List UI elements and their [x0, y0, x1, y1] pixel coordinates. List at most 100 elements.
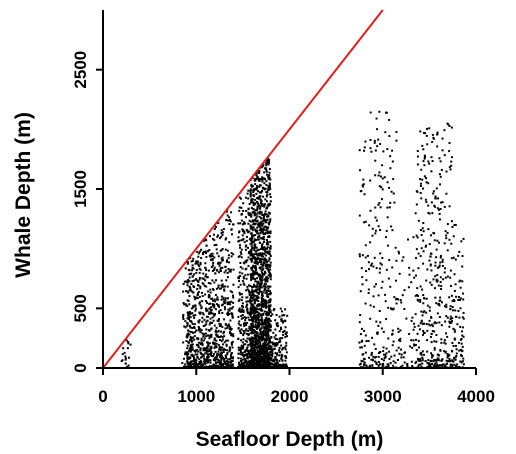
data-point — [227, 308, 230, 311]
data-point — [244, 274, 247, 277]
data-point — [268, 323, 271, 326]
data-point — [207, 269, 210, 272]
data-point — [242, 261, 245, 264]
data-point — [226, 301, 229, 304]
data-point — [439, 299, 442, 302]
data-point — [387, 364, 390, 367]
data-point — [211, 255, 214, 258]
data-point — [386, 244, 389, 247]
data-point — [249, 329, 252, 332]
data-point — [250, 252, 253, 255]
data-point — [195, 278, 198, 281]
data-point — [188, 276, 191, 279]
data-point — [213, 312, 216, 315]
data-point — [251, 246, 254, 249]
data-point — [249, 312, 252, 315]
data-point — [458, 250, 461, 253]
data-point — [186, 354, 189, 357]
data-point — [452, 235, 455, 238]
data-point — [279, 364, 282, 367]
data-point — [377, 364, 380, 367]
data-point — [374, 232, 377, 235]
data-point — [219, 356, 222, 359]
data-point — [266, 230, 269, 233]
data-point — [193, 279, 196, 282]
data-point — [278, 315, 281, 318]
data-point — [430, 234, 433, 237]
data-point — [457, 341, 460, 344]
data-point — [264, 292, 267, 295]
data-point — [239, 293, 242, 296]
data-point — [247, 360, 250, 363]
data-point — [209, 352, 212, 355]
data-point — [249, 315, 252, 318]
data-point — [267, 186, 270, 189]
data-point — [399, 340, 402, 343]
data-point — [359, 362, 362, 365]
data-point — [267, 204, 270, 207]
data-point — [255, 333, 258, 336]
data-point — [266, 347, 269, 350]
data-point — [190, 347, 193, 350]
data-point — [212, 355, 215, 358]
data-point — [268, 158, 271, 161]
data-point — [244, 245, 247, 248]
data-point — [378, 110, 381, 113]
data-point — [201, 363, 204, 366]
data-point — [222, 332, 225, 335]
data-point — [262, 356, 265, 359]
data-point — [457, 298, 460, 301]
data-point — [397, 327, 400, 330]
data-point — [436, 312, 439, 315]
data-point — [279, 307, 282, 310]
data-point — [215, 331, 218, 334]
data-point — [270, 336, 273, 339]
data-point — [211, 264, 214, 267]
data-point — [388, 118, 391, 121]
data-point — [284, 363, 287, 366]
data-point — [263, 289, 266, 292]
data-point — [408, 345, 411, 348]
data-point — [219, 261, 222, 264]
data-point — [243, 362, 246, 365]
data-point — [438, 321, 441, 324]
data-point — [264, 362, 267, 365]
data-point — [265, 331, 268, 334]
data-point — [421, 359, 424, 362]
data-point — [198, 328, 201, 331]
data-point — [451, 350, 454, 353]
data-point — [211, 237, 214, 240]
data-point — [259, 225, 262, 228]
data-point — [388, 350, 391, 353]
data-point — [265, 213, 268, 216]
data-point — [204, 362, 207, 365]
data-point — [263, 203, 266, 206]
data-point — [256, 197, 259, 200]
data-point — [255, 200, 258, 203]
data-point — [265, 195, 268, 198]
data-point — [239, 324, 242, 327]
data-point — [364, 140, 367, 143]
data-point — [381, 256, 384, 259]
data-point — [264, 210, 267, 213]
data-point — [213, 303, 216, 306]
data-point — [439, 256, 442, 259]
data-point — [254, 230, 257, 233]
data-point — [191, 346, 194, 349]
data-point — [240, 308, 243, 311]
data-point — [239, 266, 242, 269]
data-point — [453, 328, 456, 331]
data-point — [243, 321, 246, 324]
data-point — [426, 339, 429, 342]
data-point — [374, 216, 377, 219]
data-point — [250, 244, 253, 247]
data-point — [218, 271, 221, 274]
data-point — [448, 205, 451, 208]
data-point — [255, 188, 258, 191]
data-point — [254, 213, 257, 216]
data-point — [374, 360, 377, 363]
data-point — [437, 364, 440, 367]
data-point — [450, 320, 453, 323]
data-point — [440, 324, 443, 327]
data-point — [211, 316, 214, 319]
